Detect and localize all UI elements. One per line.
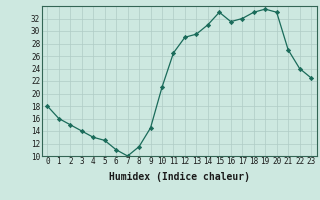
X-axis label: Humidex (Indice chaleur): Humidex (Indice chaleur) — [109, 172, 250, 182]
